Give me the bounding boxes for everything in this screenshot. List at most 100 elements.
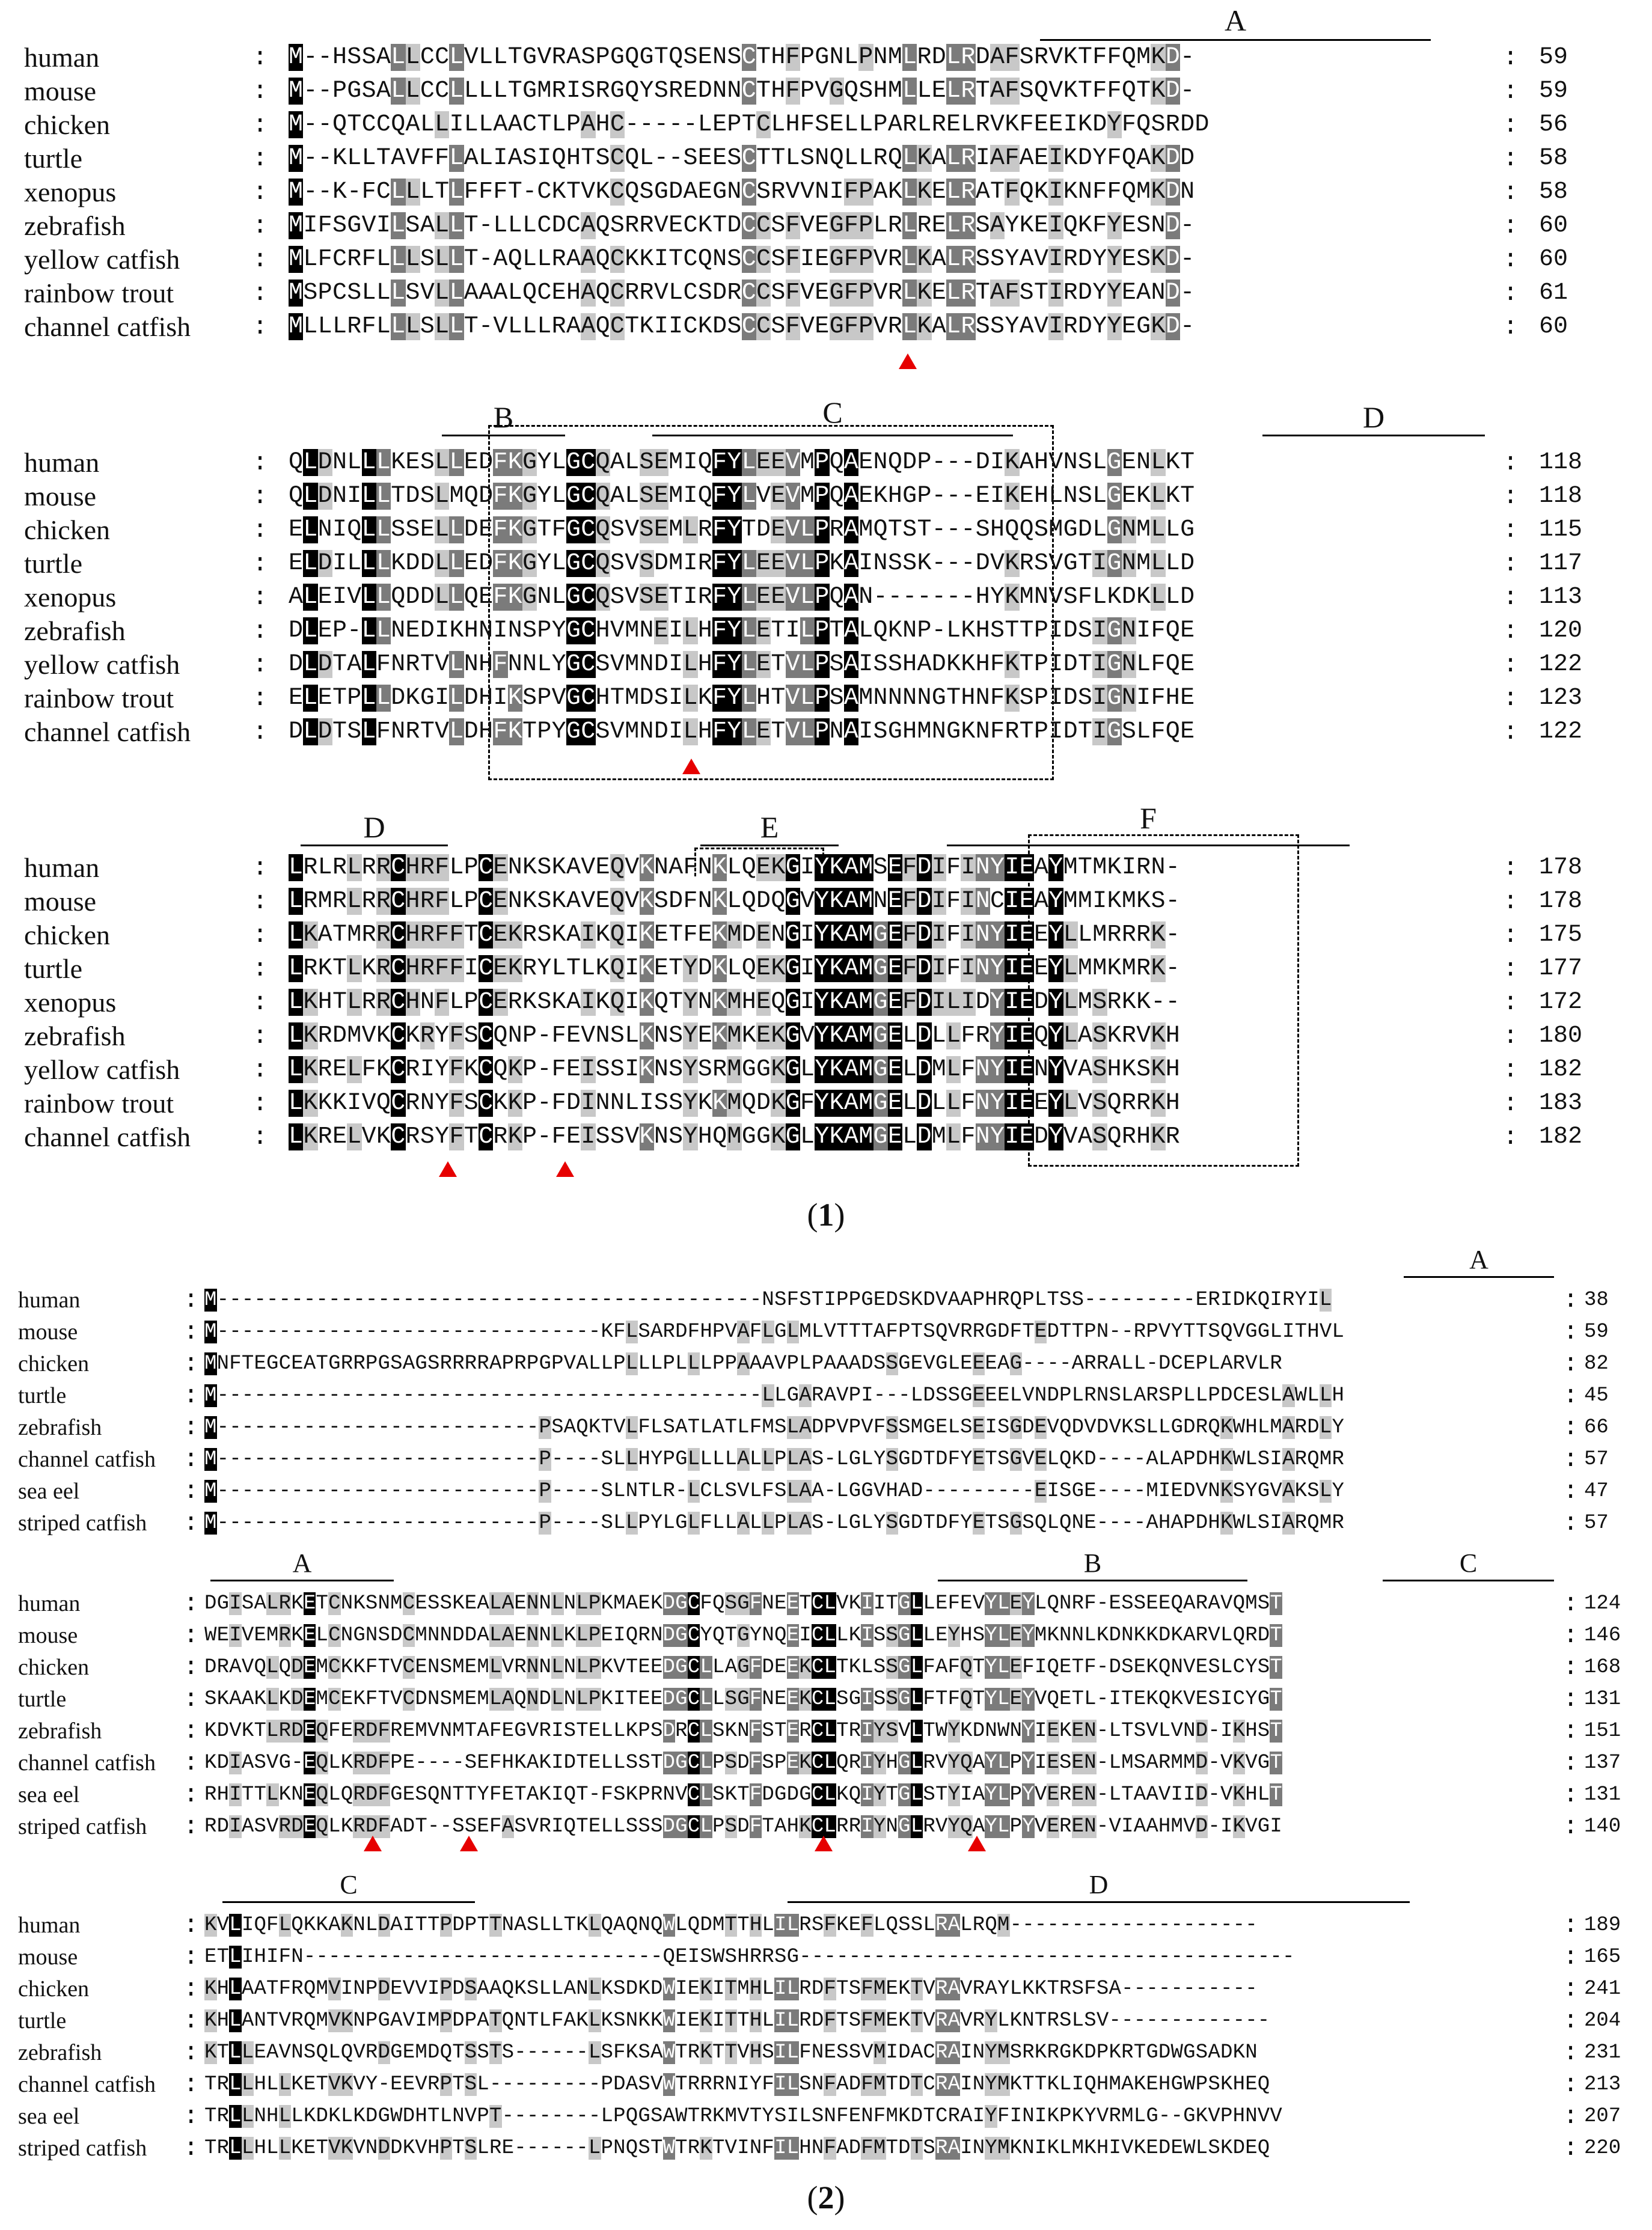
- species-name: sea eel: [18, 2104, 80, 2129]
- region-line: [1040, 39, 1431, 41]
- sequence: M--------------------------PSAQKTVLFLSAT…: [204, 1416, 1345, 1439]
- sequence: WEIVEMRKELCNGNSDCMNNDDALAENNLKLPEIQRNDGC…: [204, 1624, 1283, 1647]
- alignment-row: sea eel: RHITTLKNEQLQRDFGESQNTTYFETAKIQT-…: [0, 1778, 1652, 1812]
- separator: :: [1563, 1445, 1579, 1474]
- alignment-row: zebrafish: KDVKTLRDEQFERDFREMVNMTAFEGVRIS…: [0, 1714, 1652, 1748]
- separator: :: [1563, 2102, 1579, 2131]
- residue-count: 177: [1539, 955, 1583, 982]
- species-name: mouse: [24, 886, 97, 917]
- sequence: M--------------------------P----SLNTLR-L…: [204, 1480, 1345, 1503]
- separator: :: [1503, 1089, 1519, 1118]
- separator: :: [252, 718, 268, 747]
- residue-count: 56: [1539, 111, 1568, 138]
- separator: :: [1503, 77, 1519, 106]
- separator: :: [1563, 1911, 1579, 1940]
- species-name: human: [24, 852, 100, 883]
- alignment-row: mouse: M-------------------------------KF…: [0, 1315, 1652, 1349]
- separator: :: [1503, 111, 1519, 139]
- region-line: [1404, 1276, 1554, 1278]
- sequence: M--HSSALLCCLVLLTGVRASPGQGTQSENSCTHFPGNLP…: [289, 44, 1195, 71]
- alignment-row: mouse: WEIVEMRKELCNGNSDCMNNDDALAENNLKLPEI…: [0, 1619, 1652, 1652]
- separator: :: [1503, 921, 1519, 950]
- separator: :: [252, 988, 268, 1017]
- sequence: KVLIQFLQKKAKNLDAITTPDPTTNASLLTKLQAQNQWLQ…: [204, 1914, 1258, 1937]
- sequence: ETLIHIFN-----------------------------QEI…: [204, 1946, 1295, 1969]
- alignment-row: channel catfish: M-----------------------…: [0, 1443, 1652, 1476]
- cysteine-marker: [439, 1161, 457, 1177]
- region-d: D: [1262, 402, 1485, 436]
- alignment-row: channel catfish: LKRELVKCRSYFTCRKP-FEISSV…: [0, 1120, 1652, 1154]
- region-a: A: [1404, 1244, 1554, 1278]
- residue-count: 113: [1539, 584, 1583, 611]
- residue-count: 213: [1584, 2073, 1621, 2096]
- region-label: E: [760, 810, 779, 844]
- sequence: MNFTEGCEATGRRPGSAGSRRRRAPRPGPVALLPLLLPLL…: [204, 1352, 1283, 1375]
- cysteine-marker: [815, 1836, 833, 1851]
- sequence: ELETPLLDKGILDHIKSPVGCHTMDSILKFYLHTVLPSAM…: [289, 685, 1195, 712]
- alignment-row: striped catfish: RDIASVRDEQLKRDFADT--SSEF…: [0, 1810, 1652, 1844]
- cysteine-marker: [556, 1161, 574, 1177]
- alignment-row: zebrafish: LKRDMVKCKRYFSCQNP-FEVNSLKNSYEK…: [0, 1019, 1652, 1053]
- separator: :: [1563, 1286, 1579, 1315]
- separator: :: [183, 1943, 199, 1972]
- alignment-row: channel catfish: DLDTSLFNRTVLDHFKTPYGCSVM…: [0, 715, 1652, 749]
- separator: :: [252, 1089, 268, 1118]
- sequence: QLDNILLTDSLMQDFKGYLGCQALSEMIQFYLVEVMPQAE…: [289, 483, 1195, 510]
- region-c: C: [652, 397, 1013, 436]
- panel-caption: (2): [807, 2180, 845, 2216]
- residue-count: 207: [1584, 2105, 1621, 2128]
- species-name: mouse: [18, 1623, 78, 1648]
- alignment-row: sea eel: TRLLNHLLKDKLKDGWDHTLNVPT--------…: [0, 2100, 1652, 2133]
- separator: :: [1503, 684, 1519, 713]
- sequence: M--------------------------P----SLLPYLGL…: [204, 1512, 1345, 1535]
- species-name: rainbow trout: [24, 683, 174, 713]
- residue-count: 241: [1584, 1978, 1621, 2000]
- residue-count: 118: [1539, 449, 1583, 476]
- alignment-row: turtle: LRKTLKRCHRFFICEKRYLTLKQIKETYDKLQE…: [0, 952, 1652, 986]
- separator: :: [252, 549, 268, 578]
- alignment-row: xenopus: ALEIVLLQDDLLQEFKGNLGCQSVSETIRFYL…: [0, 581, 1652, 614]
- alignment-row: rainbow trout: LKKKIVQCRNYFSCKKP-FDINNLIS…: [0, 1087, 1652, 1120]
- separator: :: [252, 212, 268, 240]
- alignment-row: yellow catfish: LKRELFKCRIYFKCQKP-FEISSIK…: [0, 1053, 1652, 1087]
- separator: :: [1503, 245, 1519, 274]
- residue-count: 220: [1584, 2137, 1621, 2160]
- separator: :: [252, 43, 268, 72]
- sequence: KTLLEAVNSQLQVRDGEMDQTSSTS------LSFKSAWTR…: [204, 2041, 1258, 2064]
- separator: :: [252, 955, 268, 983]
- region-line: [788, 1901, 1410, 1903]
- separator: :: [183, 1653, 199, 1682]
- separator: :: [1503, 988, 1519, 1017]
- alignment-row: chicken: LKATMRRCHRFFTCEKRSKAIKQIKETFEKMD…: [0, 918, 1652, 952]
- cysteine-marker: [682, 759, 700, 774]
- sequence: LKRDMVKCKRYFSCQNP-FEVNSLKNSYEKMKEKGVYKAM…: [289, 1022, 1181, 1049]
- sequence: ELDILLLKDDLLEDFKGYLGCQSVSDMIRFYLEEVLPKAI…: [289, 550, 1195, 577]
- species-name: channel catfish: [24, 716, 191, 747]
- separator: :: [252, 482, 268, 511]
- residue-count: 66: [1584, 1416, 1609, 1439]
- species-name: channel catfish: [18, 1750, 156, 1776]
- separator: :: [252, 279, 268, 308]
- separator: :: [1503, 718, 1519, 747]
- residue-count: 82: [1584, 1352, 1609, 1375]
- alignment-row: turtle: ELDILLLKDDLLEDFKGYLGCQSVSDMIRFYLE…: [0, 547, 1652, 581]
- species-name: yellow catfish: [24, 649, 180, 680]
- separator: :: [183, 1509, 199, 1538]
- species-name: turtle: [24, 143, 83, 174]
- alignment-row: yellow catfish: DLDTALFNRTVLNHFNNLYGCSVMN…: [0, 648, 1652, 682]
- separator: :: [252, 448, 268, 477]
- alignment-row: mouse: QLDNILLTDSLMQDFKGYLGCQALSEMIQFYLVE…: [0, 480, 1652, 513]
- separator: :: [1563, 1477, 1579, 1506]
- sequence: M--KLLTAVFFLALIASIQHTSCQL--SEESCTTLSNQLL…: [289, 145, 1195, 172]
- separator: :: [1563, 2038, 1579, 2067]
- separator: :: [1563, 1413, 1579, 1442]
- residue-count: 182: [1539, 1056, 1583, 1083]
- region-c: C: [1383, 1548, 1554, 1581]
- alignment-row: channel catfish: MLLLRFLLLSLLT-VLLLRAAQCT…: [0, 310, 1652, 344]
- separator: :: [1563, 1621, 1579, 1650]
- residue-count: 172: [1539, 989, 1583, 1016]
- panel-caption: (1): [807, 1197, 845, 1233]
- species-name: sea eel: [18, 1782, 80, 1807]
- species-name: zebrafish: [24, 616, 126, 646]
